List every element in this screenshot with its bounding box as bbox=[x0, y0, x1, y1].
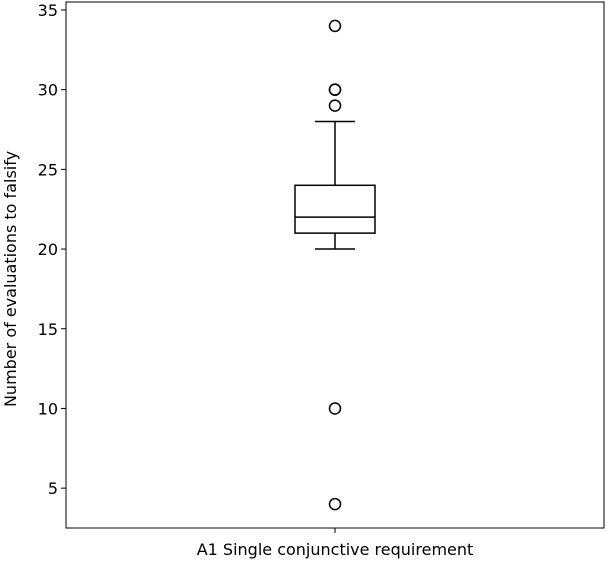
outlier-point bbox=[328, 497, 342, 511]
y-tick-label: 15 bbox=[38, 320, 58, 339]
y-tick-label: 25 bbox=[38, 160, 58, 179]
y-tick-label: 20 bbox=[38, 240, 58, 259]
box-iqr bbox=[294, 184, 376, 234]
y-axis: 5 10 15 20 25 30 35 bbox=[38, 1, 66, 498]
y-tick-label: 35 bbox=[38, 1, 58, 20]
y-axis-label: Number of evaluations to falsify bbox=[1, 151, 20, 407]
outlier-point bbox=[328, 99, 342, 112]
outlier-point bbox=[328, 83, 342, 96]
x-axis: A1 Single conjunctive requirement bbox=[197, 528, 474, 559]
y-tick-label: 10 bbox=[38, 399, 58, 418]
y-tick-label: 5 bbox=[48, 479, 58, 498]
box-group bbox=[294, 19, 376, 511]
y-tick-label: 30 bbox=[38, 81, 58, 100]
outlier-point bbox=[328, 402, 342, 415]
x-tick-label: A1 Single conjunctive requirement bbox=[197, 540, 474, 559]
plot-area bbox=[65, 1, 605, 529]
outlier-point bbox=[328, 19, 342, 33]
plot-frame bbox=[65, 1, 605, 529]
